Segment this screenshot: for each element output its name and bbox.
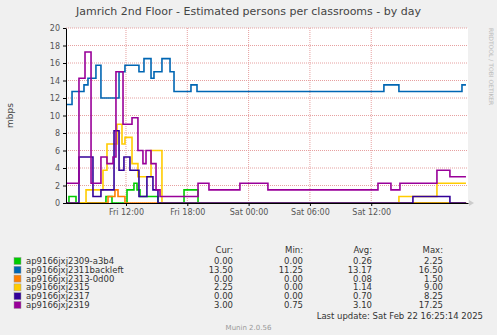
grid <box>66 28 468 203</box>
tick-mark <box>63 98 66 99</box>
tick-mark <box>63 81 66 82</box>
tick: 4 <box>55 164 66 173</box>
tick-mark <box>371 203 372 206</box>
tick: Fri 12:00 <box>109 203 144 217</box>
axis-line <box>66 29 67 204</box>
tick-mark <box>63 186 66 187</box>
tick-label: 2 <box>55 182 60 191</box>
tick-label: 8 <box>55 129 60 138</box>
tick: 8 <box>55 129 66 138</box>
tick: 12 <box>50 94 66 103</box>
background <box>0 0 497 335</box>
tick-mark <box>249 203 250 206</box>
tick-mark <box>63 116 66 117</box>
tick-mark <box>187 203 188 206</box>
legend-stat: 3.10 <box>353 300 372 310</box>
tick: Fri 18:00 <box>170 203 205 217</box>
plot-area <box>66 28 468 203</box>
legend-stat: 0.75 <box>284 300 303 310</box>
tick-label: 4 <box>55 164 60 173</box>
tick: 2 <box>55 182 66 191</box>
tick: Sat 06:00 <box>291 203 330 217</box>
y-label: mbps <box>5 103 15 128</box>
tick-label: 6 <box>55 147 60 156</box>
legend-header: Min: <box>285 245 303 255</box>
legend-stat: 3.00 <box>214 300 233 310</box>
tick: 18 <box>50 42 66 51</box>
tick: 6 <box>55 147 66 156</box>
tick: 10 <box>50 112 66 121</box>
grid-line <box>187 28 188 203</box>
legend: Cur:Min:Avg:Max:ap9166jxj2309-a3b40.000.… <box>14 245 443 310</box>
grid-line <box>66 115 468 116</box>
legend-header: Max: <box>423 245 443 255</box>
tick-mark <box>63 133 66 134</box>
watermark: RRDTOOL / TOBI OETIKER <box>488 28 495 105</box>
tick-mark <box>63 203 66 204</box>
tick-label: 0 <box>55 199 60 208</box>
legend-swatch <box>14 302 21 309</box>
grid-line <box>66 45 468 46</box>
tick-label: Sat 12:00 <box>352 208 391 217</box>
y-axis: 0 2 4 6 8 10 12 14 16 18 20 <box>50 24 67 208</box>
tick: Sat 00:00 <box>230 203 269 217</box>
tick: 14 <box>50 77 66 86</box>
series-line <box>66 52 466 196</box>
axis-arrow <box>469 200 474 206</box>
legend-stat: 17.25 <box>419 300 443 310</box>
legend-swatch <box>14 284 21 291</box>
tick-label: 14 <box>50 77 60 86</box>
x-axis: Fri 12:00 Fri 18:00 Sat 00:00 Sat 06:00 Sat … <box>67 203 469 217</box>
tick-label: Sat 00:00 <box>230 208 269 217</box>
tick-mark <box>310 203 311 206</box>
series-line <box>66 124 466 203</box>
legend-header: Avg: <box>353 245 372 255</box>
last-update: Last update: Sat Feb 22 16:25:14 2025 <box>317 311 483 321</box>
legend-swatch <box>14 258 21 265</box>
grid-line <box>371 28 372 203</box>
tick-label: Sat 06:00 <box>291 208 330 217</box>
tick-label: 16 <box>50 59 60 68</box>
tick-label: 12 <box>50 94 60 103</box>
tick-mark <box>126 203 127 206</box>
tick-label: 10 <box>50 112 60 121</box>
legend-swatch <box>14 266 21 273</box>
tick-label: 20 <box>50 24 60 33</box>
tick-mark <box>63 46 66 47</box>
legend-swatch <box>14 275 21 282</box>
grid-line <box>125 28 126 203</box>
tick: 20 <box>50 24 66 33</box>
tick: 0 <box>55 199 66 208</box>
legend-header: Cur: <box>215 245 233 255</box>
chart: Jamrich 2nd Floor - Estimated persons pe… <box>0 0 497 335</box>
grid-line <box>309 28 310 203</box>
series-line <box>66 183 466 203</box>
legend-swatch <box>14 293 21 300</box>
grid-line <box>248 28 249 203</box>
tick-label: Fri 12:00 <box>109 208 144 217</box>
tick: 16 <box>50 59 66 68</box>
title: Jamrich 2nd Floor - Estimated persons pe… <box>75 5 422 18</box>
grid-line <box>66 185 468 186</box>
series-line <box>66 59 466 105</box>
tick-mark <box>63 63 66 64</box>
legend-label: ap9166jxj2319 <box>26 300 90 310</box>
version: Munin 2.0.56 <box>226 324 272 332</box>
tick-label: Fri 18:00 <box>170 208 205 217</box>
tick-mark <box>63 168 66 169</box>
tick: Sat 12:00 <box>352 203 391 217</box>
tick-mark <box>63 28 66 29</box>
tick-label: 18 <box>50 42 60 51</box>
tick-mark <box>63 151 66 152</box>
series-line <box>66 131 466 203</box>
lines <box>66 52 466 203</box>
